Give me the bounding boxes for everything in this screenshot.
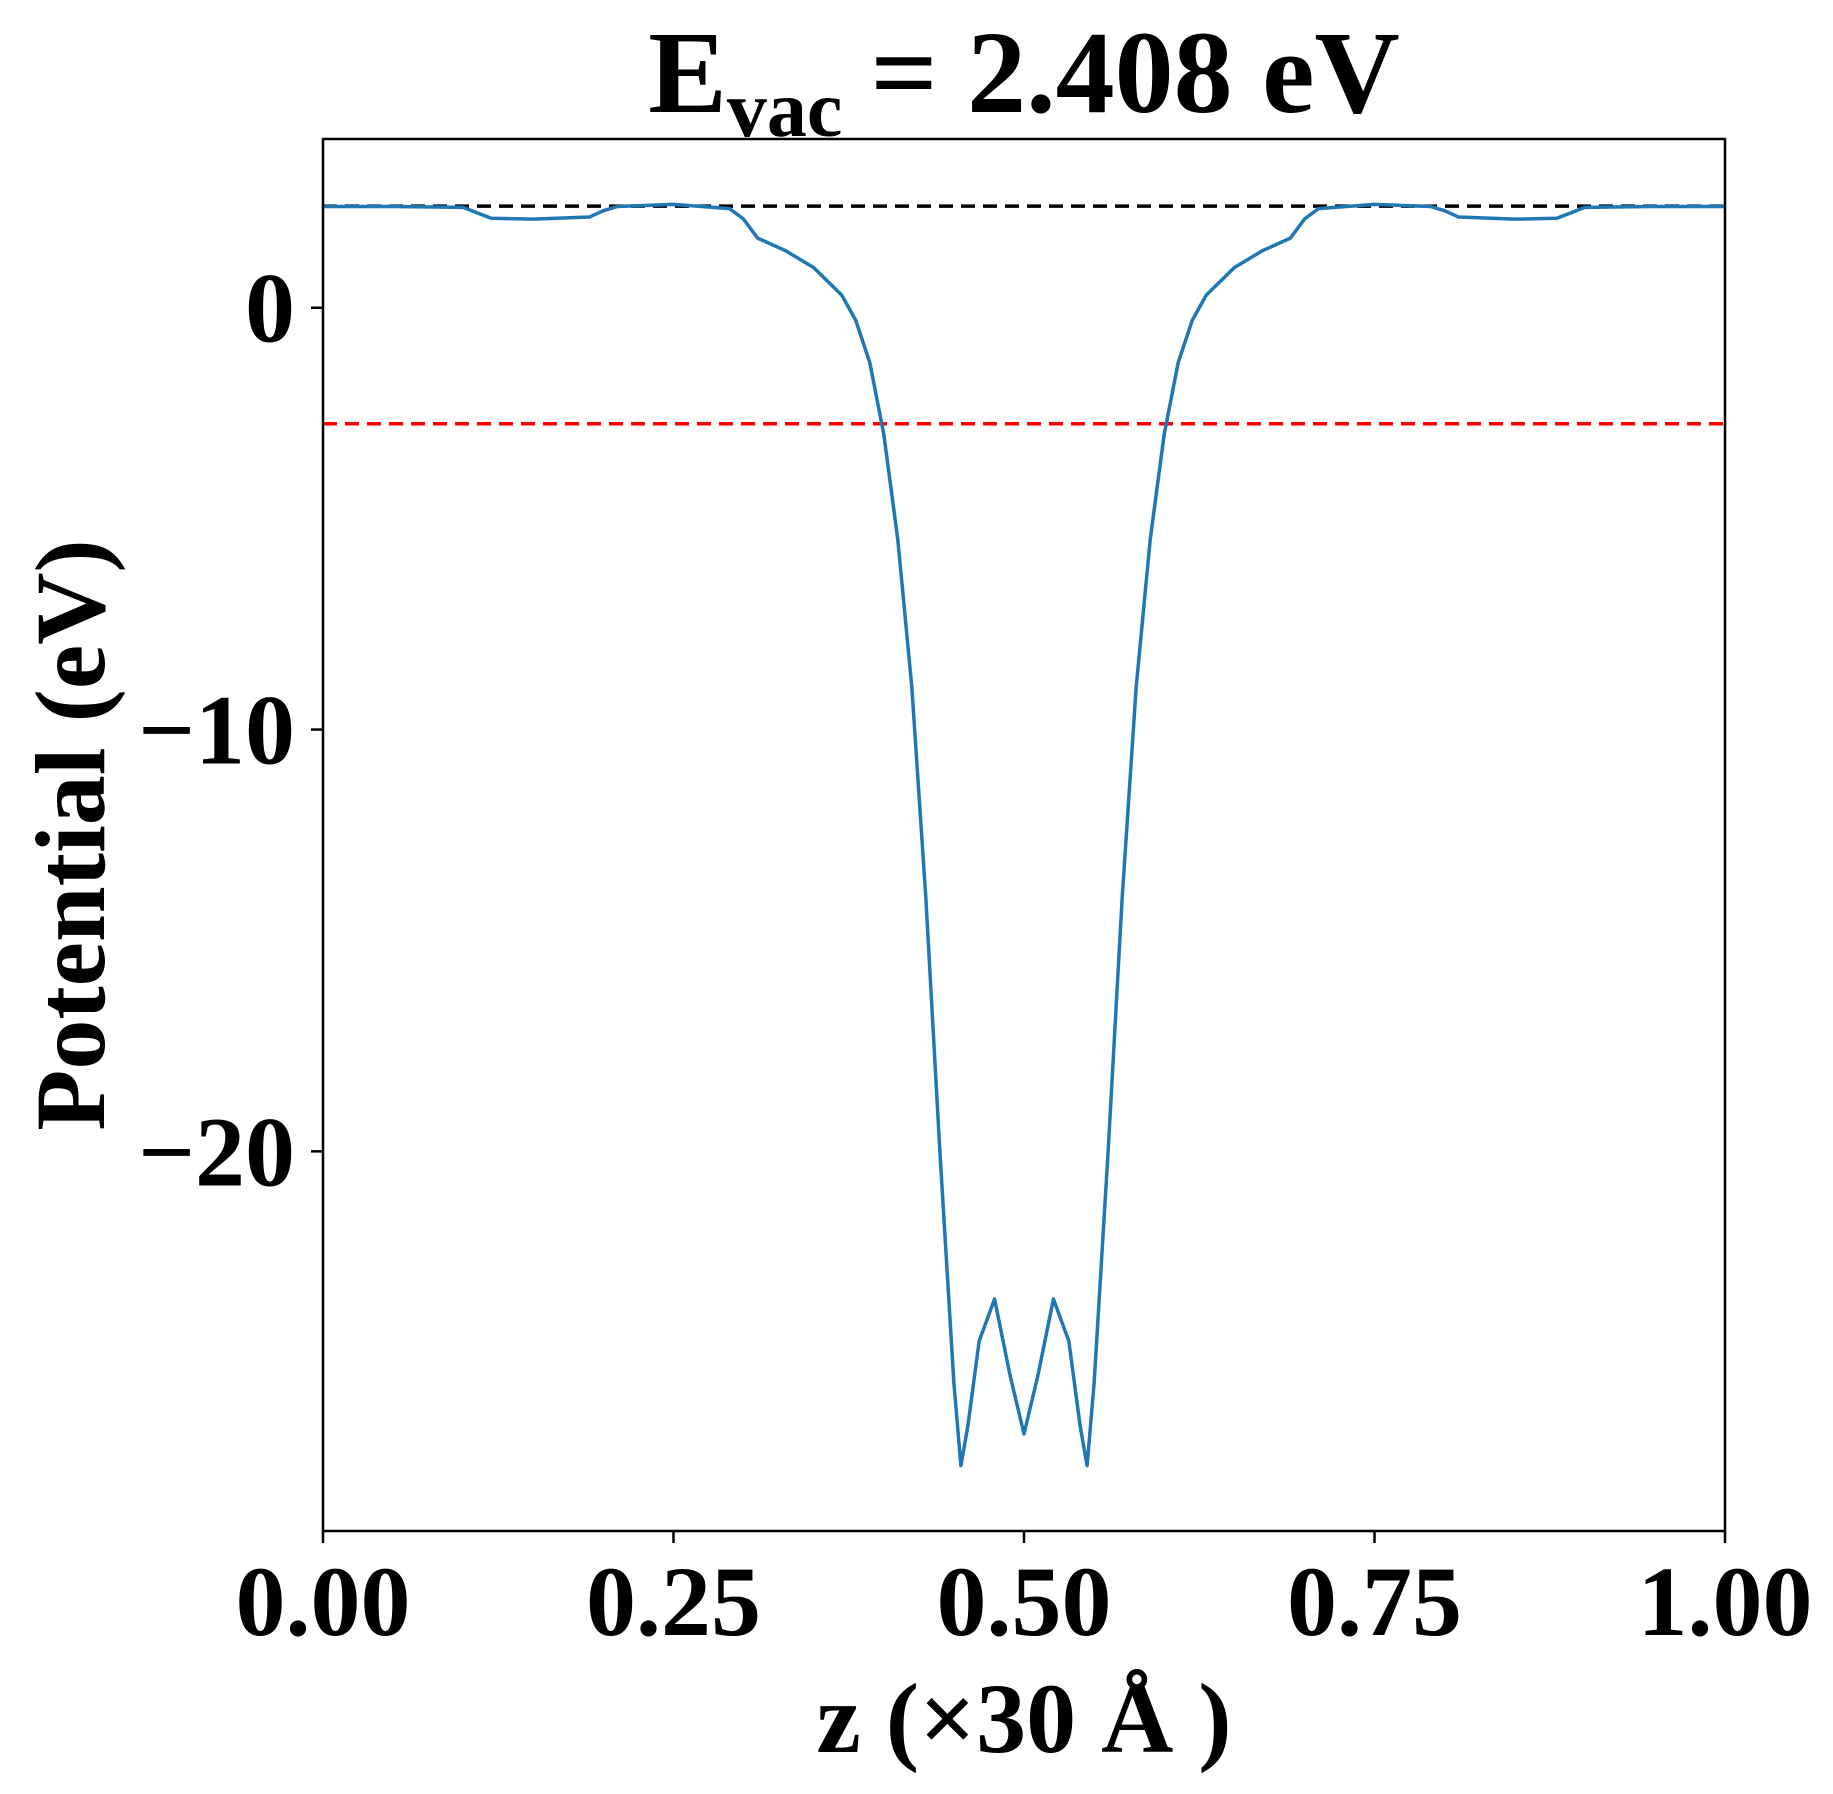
chart-title: Evac = 2.408 eV <box>648 7 1400 154</box>
y-tick-label: −10 <box>138 675 295 786</box>
x-tick-label: 0.00 <box>236 1546 411 1657</box>
title-main: E <box>648 7 727 138</box>
x-tick-label: 0.75 <box>1287 1546 1462 1657</box>
x-tick-label: 1.00 <box>1638 1546 1813 1657</box>
x-tick-label: 0.25 <box>586 1546 761 1657</box>
title-subscript: vac <box>727 66 843 154</box>
title-rest: = 2.408 eV <box>870 7 1399 138</box>
y-axis-label: Potential (eV) <box>15 539 126 1130</box>
x-axis-label: z (×30 Å ) <box>816 1663 1231 1774</box>
x-tick-label: 0.50 <box>937 1546 1112 1657</box>
plot-frame <box>321 137 1727 1533</box>
y-tick-label: 0 <box>245 253 295 364</box>
data-line <box>323 202 1725 1468</box>
y-tick-label: −20 <box>138 1096 295 1207</box>
